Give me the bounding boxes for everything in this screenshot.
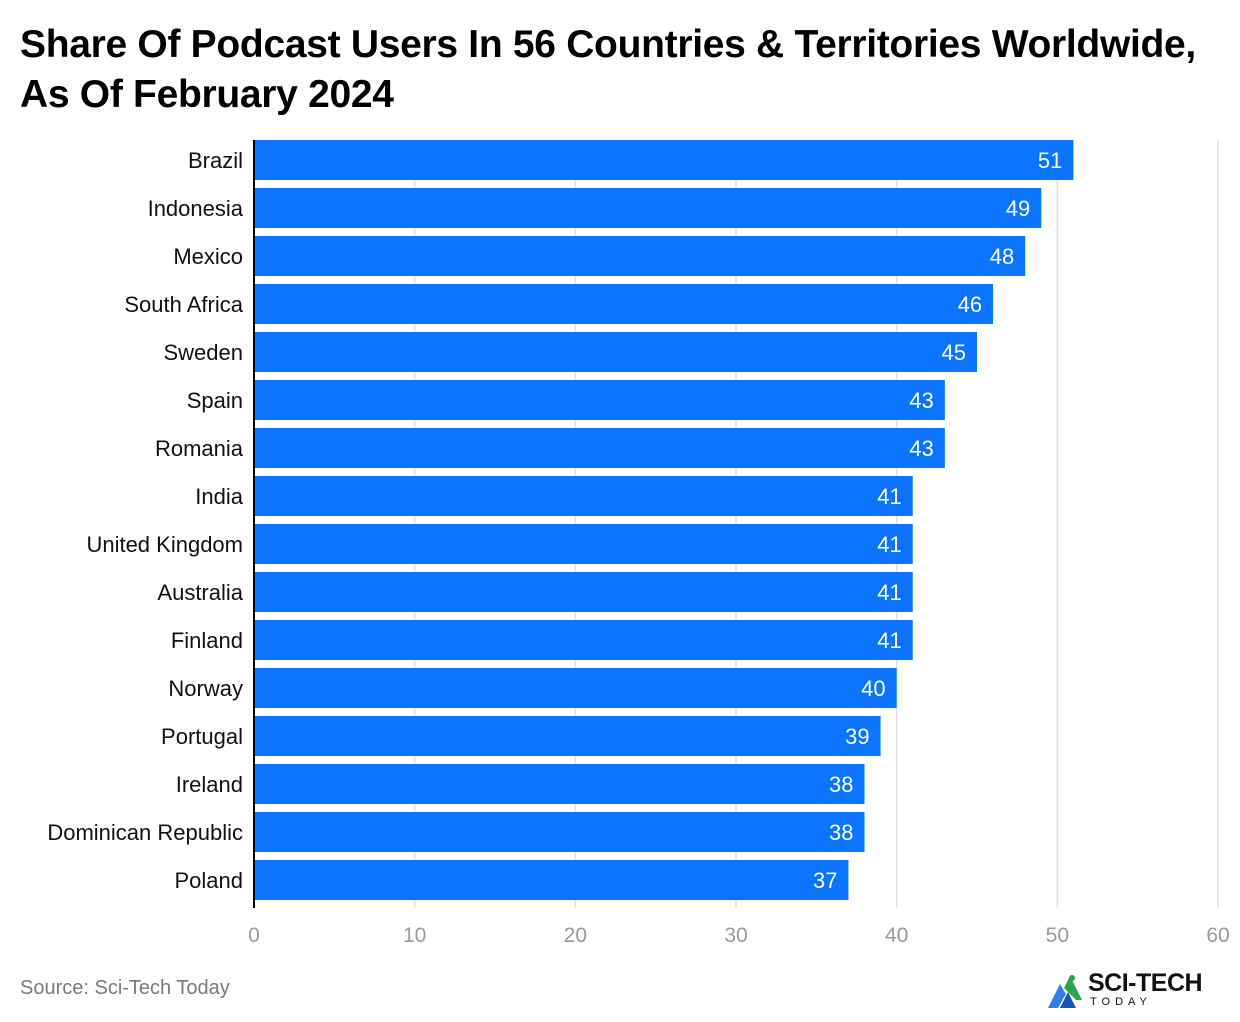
category-label: Indonesia [148, 196, 244, 221]
data-label: 48 [990, 244, 1014, 269]
bar-finland [255, 620, 913, 660]
bar-ireland [255, 764, 865, 804]
data-label: 38 [829, 820, 853, 845]
logo-mark-icon [1048, 975, 1082, 1008]
category-label: United Kingdom [86, 532, 243, 557]
bar-chart: Brazil Indonesia Mexico South Africa Sweden S… [47, 140, 1230, 947]
data-labels: 51 49 48 46 45 43 43 41 41 41 41 40 39 38 38 37 [813, 148, 1062, 893]
category-label: Spain [187, 388, 243, 413]
category-label: Norway [168, 676, 243, 701]
x-tick-label: 60 [1206, 924, 1229, 947]
bar-mexico [255, 236, 1026, 276]
bar-norway [255, 668, 897, 708]
data-label: 49 [1006, 196, 1030, 221]
data-label: 43 [909, 388, 933, 413]
sci-tech-today-logo: SCI-TECH TODAY [1046, 968, 1222, 1012]
bar-australia [255, 572, 913, 612]
category-label: Brazil [188, 148, 243, 173]
data-label: 51 [1038, 148, 1062, 173]
bar-brazil [255, 140, 1074, 180]
data-label: 41 [877, 580, 901, 605]
data-label: 41 [877, 532, 901, 557]
category-labels: Brazil Indonesia Mexico South Africa Sweden S… [47, 148, 243, 893]
data-label: 46 [958, 292, 982, 317]
bar-spain [255, 380, 945, 420]
x-tick-label: 10 [403, 924, 426, 947]
category-label: Ireland [176, 772, 243, 797]
category-label: Finland [171, 628, 243, 653]
data-label: 38 [829, 772, 853, 797]
category-label: Mexico [173, 244, 243, 269]
data-label: 37 [813, 868, 837, 893]
bar-romania [255, 428, 945, 468]
x-tick-label: 40 [885, 924, 908, 947]
logo-subtitle: TODAY [1090, 996, 1152, 1008]
category-label: Portugal [161, 724, 243, 749]
data-label: 41 [877, 628, 901, 653]
logo-name: SCI-TECH [1088, 969, 1203, 997]
x-tick-label: 20 [564, 924, 587, 947]
bar-south-africa [255, 284, 994, 324]
bar-poland [255, 860, 849, 900]
category-label: India [195, 484, 243, 509]
data-label: 45 [942, 340, 966, 365]
bar-dominican-republic [255, 812, 865, 852]
x-tick-label: 30 [724, 924, 747, 947]
chart-title: Share Of Podcast Users In 56 Countries &… [20, 23, 1196, 116]
bar-united-kingdom [255, 524, 913, 564]
category-label: Romania [155, 436, 244, 461]
bar-portugal [255, 716, 881, 756]
x-tick-label: 50 [1046, 924, 1069, 947]
data-label: 39 [845, 724, 869, 749]
x-axis-ticks: 0 10 20 30 40 50 60 [248, 924, 1230, 947]
category-label: Poland [174, 868, 243, 893]
category-label: Dominican Republic [47, 820, 243, 845]
bar-indonesia [255, 188, 1042, 228]
category-label: Sweden [163, 340, 243, 365]
data-label: 41 [877, 484, 901, 509]
category-label: Australia [157, 580, 243, 605]
bar-india [255, 476, 913, 516]
source-note: Source: Sci-Tech Today [20, 977, 230, 999]
category-label: South Africa [124, 292, 243, 317]
bars [255, 140, 1074, 900]
data-label: 43 [909, 436, 933, 461]
x-tick-label: 0 [248, 924, 260, 947]
bar-sweden [255, 332, 977, 372]
data-label: 40 [861, 676, 885, 701]
